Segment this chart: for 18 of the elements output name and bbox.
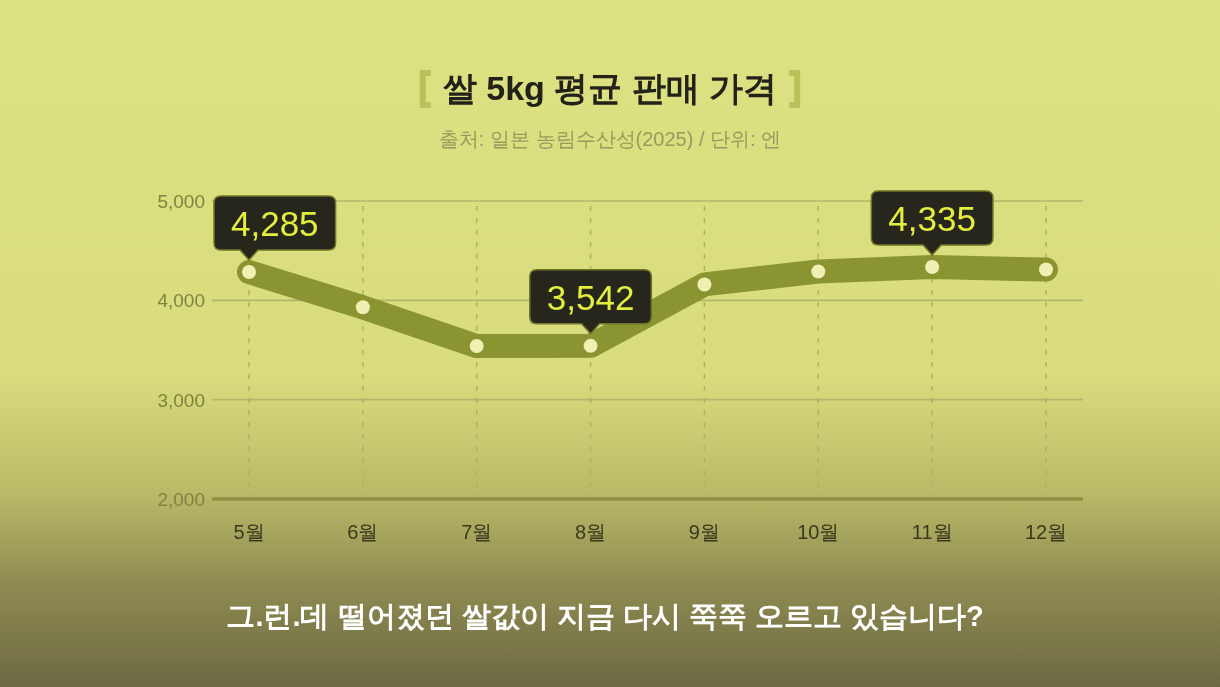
y-tick-label: 4,000: [157, 290, 205, 312]
text: 그.런.데 떨어졌던 쌀값이 지금 다시 쭉쭉 오르고 있습니다?: [226, 600, 984, 632]
x-tick-label: 7월: [461, 521, 493, 543]
x-tick-label: 5월: [233, 521, 265, 543]
chart-title: 쌀 5kg 평균 판매 가격: [442, 69, 778, 107]
y-tick-label: 3,000: [157, 389, 205, 411]
chart-subtitle: 출처: 일본 농림수산성(2025) / 단위: 엔: [438, 128, 782, 150]
x-tick-label: 8월: [575, 521, 607, 543]
x-tick-label: 10월: [797, 521, 840, 543]
data-label: 3,542: [546, 277, 635, 317]
x-tick-label: 6월: [347, 521, 379, 543]
x-tick-label: 9월: [688, 521, 720, 543]
x-tick-label: 11월: [911, 521, 953, 543]
x-tick-label: 12월: [1024, 521, 1068, 543]
data-label: 4,285: [231, 204, 319, 244]
data-label: 4,335: [888, 199, 976, 239]
y-tick-label: 2,000: [157, 489, 205, 510]
y-tick-label: 5,000: [157, 191, 205, 212]
